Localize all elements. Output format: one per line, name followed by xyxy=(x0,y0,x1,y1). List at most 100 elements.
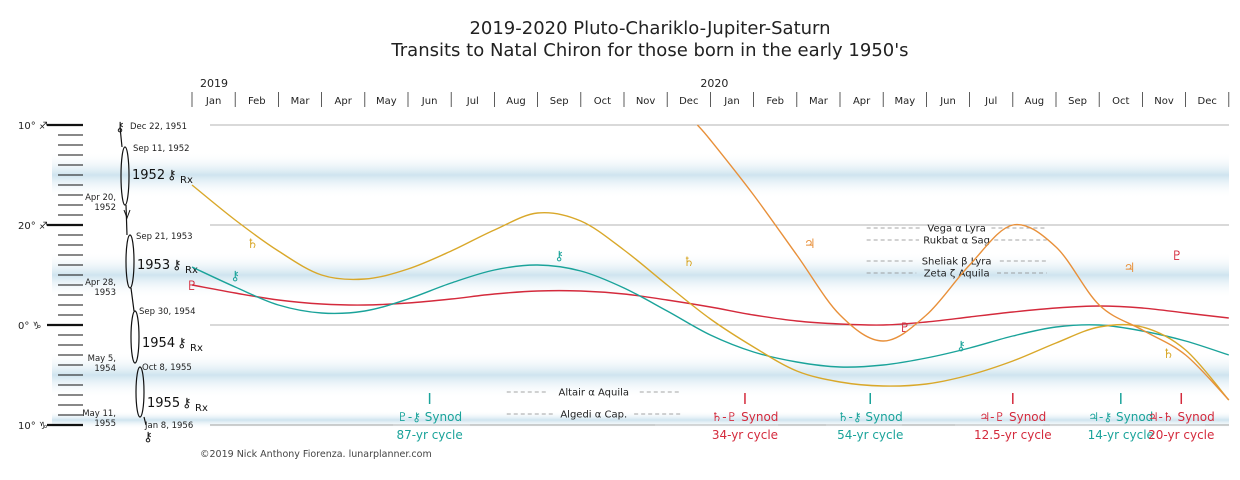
synod-cycle: 87-yr cycle xyxy=(396,428,462,442)
month-label: Oct xyxy=(1112,96,1129,107)
series-glyph-saturn: ♄ xyxy=(1162,347,1174,362)
synod-cycle: 12.5-yr cycle xyxy=(974,428,1052,442)
month-label: Jan xyxy=(723,96,739,107)
series-line-jupiter xyxy=(696,124,1230,401)
chiron-retro-glyph: ⚷ xyxy=(182,396,192,411)
month-label: Apr xyxy=(335,96,353,107)
background-bands xyxy=(52,152,1229,429)
series-line-saturn xyxy=(191,184,1230,401)
month-label: Mar xyxy=(291,96,311,107)
natal-year-label: 1955 xyxy=(147,396,180,411)
station-date: Sep 11, 1952 xyxy=(133,144,190,154)
series-glyph-jupiter: ♃ xyxy=(804,237,816,252)
month-label: Feb xyxy=(248,96,266,107)
y-axis: 10° ♐ 20° ♐ 0° ♑ 10° ♑ xyxy=(18,121,83,432)
station-date: Oct 8, 1955 xyxy=(142,363,192,373)
month-label: Jul xyxy=(466,96,479,107)
background-band xyxy=(52,411,1229,429)
synod-cycle: 54-yr cycle xyxy=(837,428,903,442)
background-band xyxy=(52,352,1229,398)
synod-label: ♃-⚷ Synod xyxy=(1088,410,1153,424)
direction-arrow xyxy=(123,209,131,220)
chiron-retro-glyph: ⚷ xyxy=(172,258,182,273)
year-label: 2019 xyxy=(200,77,228,90)
month-label: Aug xyxy=(1025,96,1045,107)
y-axis-label: 10° ♐ xyxy=(18,121,48,132)
chiron-retro-glyph: ⚷ xyxy=(167,168,177,183)
series-glyph-pluto: ♇ xyxy=(899,321,911,336)
synod-label: ♃-♄ Synod xyxy=(1148,410,1215,424)
star-label: Rukbat α Sag xyxy=(923,236,990,247)
synod-cycle: 14-yr cycle xyxy=(1088,428,1154,442)
retrograde-loop xyxy=(135,366,145,418)
month-label: Sep xyxy=(550,96,569,107)
retro-label: Rx xyxy=(185,265,198,276)
station-date: Apr 28, xyxy=(85,278,116,288)
retro-label: Rx xyxy=(180,175,193,186)
star-label: Altair α Aquila xyxy=(558,388,629,399)
chart-title-line2: Transits to Natal Chiron for those born … xyxy=(390,40,908,61)
month-label: Jun xyxy=(421,96,438,107)
synod-cycle: 34-yr cycle xyxy=(712,428,778,442)
series-glyph-chariklo: ⚷ xyxy=(230,269,240,284)
y-axis-label: 10° ♑ xyxy=(18,421,48,432)
natal-year-label: 1953 xyxy=(137,258,170,273)
chiron-retro-glyph: ⚷ xyxy=(177,336,187,351)
station-date: Apr 20, xyxy=(85,193,116,203)
x-axis: 2019 2020 Jan Feb Mar Apr May Jun Jul Aug Sep Oct No… xyxy=(191,77,1230,107)
month-label: Nov xyxy=(1154,96,1174,107)
series-glyph-chariklo: ⚷ xyxy=(956,339,966,354)
series-glyph-saturn: ♄ xyxy=(247,237,259,252)
series-glyph-pluto: ♇ xyxy=(186,279,198,294)
background-band xyxy=(52,252,1229,298)
series-glyph-saturn: ♄ xyxy=(683,255,695,270)
station-date: May 11, xyxy=(82,409,116,419)
chiron-glyph-bottom: ⚷ xyxy=(143,430,153,445)
retrograde-loop xyxy=(130,310,140,364)
month-label: Aug xyxy=(506,96,526,107)
series-line-pluto xyxy=(191,284,1229,326)
synod-cycle: 20-yr cycle xyxy=(1148,428,1214,442)
retro-label: Rx xyxy=(195,403,208,414)
station-date: Jan 8, 1956 xyxy=(144,421,193,431)
month-label: Jan xyxy=(205,96,221,107)
month-label: Mar xyxy=(809,96,829,107)
station-date: Dec 22, 1951 xyxy=(130,122,187,132)
series-glyph-pluto: ♇ xyxy=(1171,249,1183,264)
retrograde-loop xyxy=(120,146,130,206)
month-label: Dec xyxy=(1198,96,1217,107)
station-date: Sep 21, 1953 xyxy=(136,232,193,242)
month-label: Nov xyxy=(636,96,656,107)
star-label: Zeta ζ Aquila xyxy=(924,269,990,280)
month-label: May xyxy=(376,96,397,107)
credit-text: ©2019 Nick Anthony Fiorenza. lunarplanne… xyxy=(200,449,432,460)
month-label: Apr xyxy=(853,96,871,107)
y-axis-label: 20° ♐ xyxy=(18,221,48,232)
synod-label: ♇-⚷ Synod xyxy=(397,410,462,424)
y-axis-label: 0° ♑ xyxy=(18,321,42,332)
month-label: Oct xyxy=(594,96,611,107)
month-label: Jul xyxy=(984,96,997,107)
month-label: May xyxy=(894,96,915,107)
month-label: Dec xyxy=(679,96,698,107)
star-label: Algedi α Cap. xyxy=(560,410,627,421)
series-line-chariklo xyxy=(191,264,1230,368)
chart-title-line1: 2019-2020 Pluto-Chariklo-Jupiter-Saturn xyxy=(469,18,830,39)
natal-year-label: 1952 xyxy=(132,168,165,183)
station-date: Sep 30, 1954 xyxy=(139,307,196,317)
synod-label: ♄-⚷ Synod xyxy=(838,410,903,424)
synod-label: ♃-♇ Synod xyxy=(979,410,1046,424)
station-date-year: 1954 xyxy=(94,364,116,374)
station-date-year: 1955 xyxy=(94,419,116,429)
month-label: Sep xyxy=(1068,96,1087,107)
month-label: Feb xyxy=(766,96,784,107)
series-glyph-chariklo: ⚷ xyxy=(554,249,564,264)
series-lines: ♇ ♇ ♇ ⚷ ⚷ ⚷ ♄ ♄ ♄ ♃ ♃ xyxy=(186,124,1230,401)
natal-year-label: 1954 xyxy=(142,336,175,351)
star-label: Vega α Lyra xyxy=(927,224,985,235)
month-label: Jun xyxy=(939,96,956,107)
year-label: 2020 xyxy=(700,77,728,90)
